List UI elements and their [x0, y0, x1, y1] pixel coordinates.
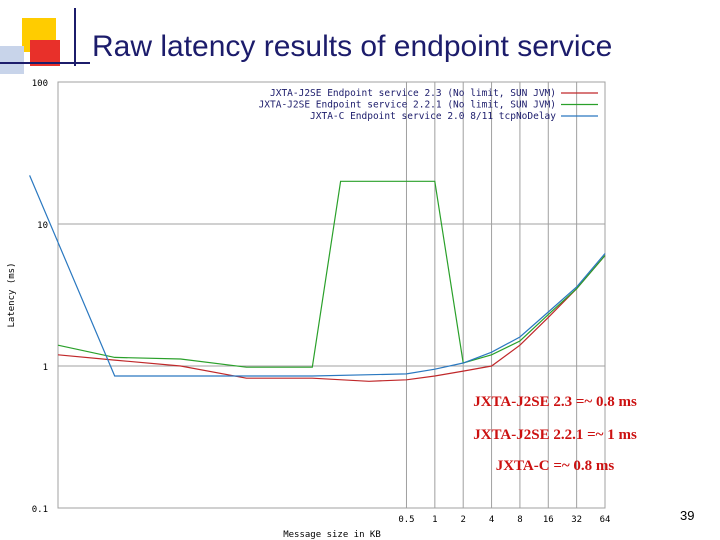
- x-tick-label: 16: [543, 515, 554, 525]
- legend-label: JXTA-J2SE Endpoint service 2.3 (No limit…: [270, 88, 556, 99]
- y-tick-label: 1: [43, 363, 48, 373]
- x-tick-label: 2: [460, 515, 465, 525]
- annotation-text: JXTA-J2SE 2.2.1 =~ 1 ms: [473, 427, 637, 443]
- blue-square: [0, 46, 24, 74]
- legend-label: JXTA-J2SE Endpoint service 2.2.1 (No lim…: [259, 100, 556, 111]
- annotation-text: JXTA-C =~ 0.8 ms: [496, 458, 615, 474]
- x-tick-label: 32: [571, 515, 582, 525]
- y-tick-label: 0.1: [32, 505, 48, 515]
- x-tick-label: 1: [432, 515, 437, 525]
- x-tick-label: 8: [517, 515, 522, 525]
- x-tick-label: 0.5: [398, 515, 414, 525]
- vertical-rule: [74, 8, 76, 66]
- legend-label: JXTA-C Endpoint service 2.0 8/11 tcpNoDe…: [310, 111, 556, 122]
- page-number: 39: [680, 508, 695, 523]
- y-tick-label: 100: [32, 79, 48, 89]
- x-tick-label: 4: [489, 515, 494, 525]
- plot-frame: [57, 81, 606, 509]
- y-axis-label: Latency (ms): [7, 262, 17, 327]
- horizontal-rule: [0, 62, 90, 64]
- annotation-text: JXTA-J2SE 2.3 =~ 0.8 ms: [473, 394, 637, 410]
- series-line-1: [57, 255, 606, 382]
- series-line-2: [57, 180, 606, 368]
- series-line-3: [29, 175, 606, 377]
- red-square: [30, 40, 60, 66]
- y-tick-label: 10: [37, 221, 48, 231]
- slide-title: Raw latency results of endpoint service: [92, 30, 613, 63]
- x-tick-label: 64: [600, 515, 611, 525]
- corner-decoration: [0, 0, 90, 80]
- x-axis-label: Message size in KB: [283, 530, 381, 540]
